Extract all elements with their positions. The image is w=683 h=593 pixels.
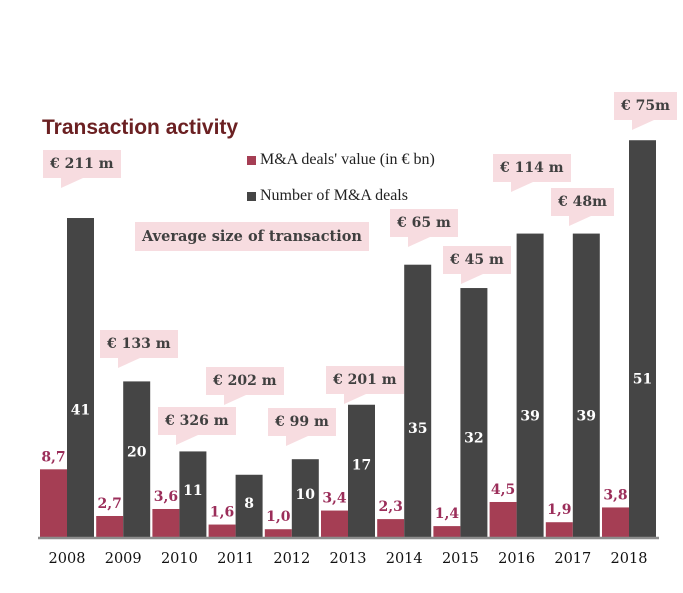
bar-deal-value-2012 (264, 529, 292, 537)
legend-label-deal-value: M&A deals' value (in € bn) (260, 151, 435, 168)
legend-swatch-deal-value (247, 155, 256, 165)
data-label-deal-count-2009: 20 (127, 444, 147, 460)
data-label-deal-count-2018: 51 (633, 371, 652, 387)
x-tick-label-2010: 2010 (161, 551, 198, 567)
bar-deal-value-2015 (433, 526, 461, 537)
data-label-deal-value-2017: 1,9 (547, 502, 571, 518)
data-label-deal-count-2014: 35 (408, 421, 427, 437)
avg-size-callout-2011: € 202 m (206, 367, 284, 395)
bar-deal-count-2016 (516, 233, 544, 537)
bar-deal-value-2008 (40, 469, 67, 537)
x-tick-label-2017: 2017 (554, 551, 591, 567)
bar-deal-value-2013 (321, 510, 348, 537)
x-tick-label-2012: 2012 (273, 551, 310, 567)
data-label-deal-value-2012: 1,0 (266, 509, 291, 525)
data-label-deal-value-2014: 2,3 (379, 499, 403, 515)
data-label-deal-value-2010: 3,6 (154, 489, 178, 505)
bar-deal-count-2010 (179, 451, 207, 537)
data-label-deal-count-2017: 39 (577, 409, 596, 425)
data-label-deal-value-2008: 8,7 (41, 449, 65, 465)
data-label-deal-value-2013: 3,4 (322, 491, 347, 507)
data-label-deal-count-2008: 41 (71, 402, 90, 418)
avg-size-callout-2012: € 99 m (268, 408, 336, 436)
avg-size-callout-2017: € 48m (551, 188, 614, 216)
legend-label-deal-count: Number of M&A deals (260, 187, 408, 204)
data-label-deal-value-2015: 1,4 (435, 506, 460, 522)
bar-deal-value-2018 (602, 507, 629, 537)
data-label-deal-count-2010: 11 (183, 483, 202, 499)
x-tick-label-2011: 2011 (217, 551, 254, 567)
average-size-heading: Average size of transaction (135, 222, 369, 251)
data-label-deal-value-2016: 4,5 (491, 482, 515, 498)
avg-size-callout-2010: € 326 m (158, 407, 236, 435)
bar-deal-count-2012 (291, 459, 319, 537)
chart-title: Transaction activity (42, 116, 239, 139)
bar-deal-value-2016 (489, 501, 517, 537)
x-tick-label-2018: 2018 (611, 551, 648, 567)
bar-deal-count-2017 (572, 233, 600, 537)
data-label-deal-value-2009: 2,7 (98, 496, 122, 512)
data-label-deal-value-2018: 3,8 (603, 487, 627, 503)
x-tick-label-2014: 2014 (386, 551, 423, 567)
bar-deal-value-2009 (96, 515, 124, 537)
avg-size-callout-2013: € 201 m (326, 366, 404, 394)
data-label-deal-count-2012: 10 (296, 487, 316, 503)
x-tick-label-2015: 2015 (442, 551, 479, 567)
x-tick-label-2008: 2008 (49, 551, 86, 567)
legend-item-deal-value: M&A deals' value (in € bn) (247, 151, 435, 169)
bar-deal-count-2014 (404, 264, 432, 537)
bar-deal-value-2014 (377, 519, 405, 537)
bar-deal-value-2010 (152, 508, 180, 537)
bar-deal-count-2008 (67, 218, 94, 537)
bar-deal-count-2018 (629, 140, 656, 537)
legend-swatch-deal-count (247, 191, 256, 201)
bar-deal-count-2015 (460, 288, 488, 537)
x-tick-label-2009: 2009 (105, 551, 142, 567)
avg-size-callout-2014: € 65 m (390, 209, 458, 237)
avg-size-callout-2008: € 211 m (43, 150, 121, 178)
legend-item-deal-count: Number of M&A deals (247, 187, 408, 205)
data-label-deal-count-2016: 39 (520, 409, 539, 425)
data-label-deal-value-2011: 1,6 (210, 505, 234, 521)
bar-deal-value-2011 (208, 524, 236, 537)
avg-size-callout-2009: € 133 m (100, 330, 178, 358)
bar-deal-value-2017 (545, 522, 573, 537)
avg-size-callout-2015: € 45 m (443, 246, 511, 274)
data-label-deal-count-2011: 8 (244, 496, 254, 512)
bar-deal-count-2013 (348, 404, 375, 537)
x-tick-label-2013: 2013 (330, 551, 367, 567)
bar-deal-count-2009 (123, 381, 151, 537)
avg-size-callout-2018: € 75m (614, 92, 677, 120)
avg-size-callout-2016: € 114 m (493, 154, 571, 182)
data-label-deal-count-2013: 17 (352, 457, 371, 473)
x-tick-label-2016: 2016 (498, 551, 535, 567)
bar-deal-count-2011 (235, 474, 263, 537)
data-label-deal-count-2015: 32 (464, 430, 483, 446)
